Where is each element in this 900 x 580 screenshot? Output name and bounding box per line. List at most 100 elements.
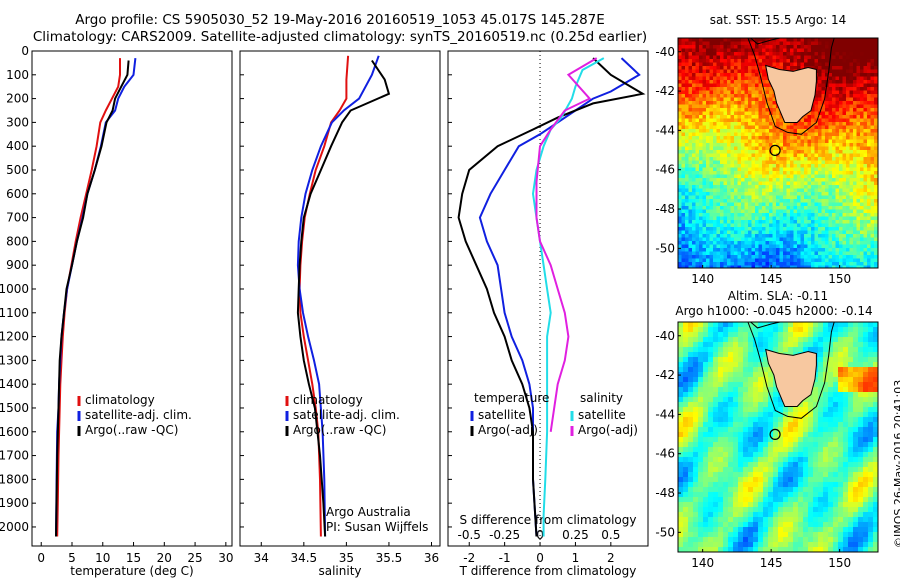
sst-map-cell (695, 45, 700, 50)
sst-map-cell (720, 101, 725, 106)
sst-map-cell (797, 157, 802, 162)
sla-map-cell (763, 342, 769, 348)
sst-map-cell (695, 83, 700, 88)
sst-map-cell (713, 69, 718, 74)
sst-map-cell (727, 62, 732, 67)
sst-map-cell (741, 157, 746, 162)
sst-map-cell (860, 45, 865, 50)
sst-map-cell (818, 66, 823, 71)
sla-map-cell (778, 522, 784, 528)
sst-map-cell (849, 122, 854, 127)
sla-map-cell (758, 342, 764, 348)
sla-map-cell (703, 462, 709, 468)
sst-map-cell (849, 209, 854, 214)
sst-map-cell (835, 202, 840, 207)
sst-map-cell (860, 62, 865, 67)
sst-map-cell (814, 265, 819, 268)
sst-map-cell (783, 136, 788, 141)
sla-map-cell (678, 327, 684, 333)
sst-map-cell (835, 230, 840, 235)
sst-map-cell (863, 62, 868, 67)
sst-map-cell (786, 202, 791, 207)
sst-map-cell (720, 69, 725, 74)
sla-map-cell (758, 537, 764, 543)
sst-map-cell (863, 146, 868, 151)
sst-map-cell (860, 97, 865, 102)
sst-map-cell (828, 244, 833, 249)
sla-map-cell (768, 387, 774, 393)
sst-map-cell (800, 164, 805, 169)
sst-map-cell (804, 213, 809, 218)
sst-map-cell (720, 199, 725, 204)
sst-map-cell (786, 136, 791, 141)
sst-map-cell (846, 97, 851, 102)
sst-map-cell (706, 234, 711, 239)
sst-map-cell (825, 164, 830, 169)
sst-map-cell (779, 45, 784, 50)
sst-map-cell (702, 181, 707, 186)
sst-map-cell (706, 153, 711, 158)
sla-map-cell (708, 502, 714, 508)
sst-map-cell (769, 157, 774, 162)
sst-map-cell (688, 174, 693, 179)
sla-map-cell (693, 382, 699, 388)
sst-map-cell (867, 199, 872, 204)
sst-map-cell (741, 199, 746, 204)
sla-map-cell (683, 452, 689, 458)
sla-map-cell (723, 392, 729, 398)
sst-map-cell (730, 237, 735, 242)
sst-map-cell (755, 220, 760, 225)
sst-map-cell (874, 136, 878, 141)
sst-map-cell (853, 230, 858, 235)
sst-map-cell (741, 174, 746, 179)
sla-map-cell (748, 497, 754, 503)
sst-map-cell (832, 132, 837, 137)
sla-map-cell (718, 322, 724, 328)
sst-map-cell (685, 115, 690, 120)
sst-map-cell (849, 69, 854, 74)
sst-map-cell (716, 157, 721, 162)
sst-map-cell (702, 101, 707, 106)
sst-map-cell (839, 66, 844, 71)
sla-map-cell (718, 452, 724, 458)
sst-map-cell (874, 258, 878, 263)
sst-map-cell (867, 132, 872, 137)
sst-map-cell (842, 52, 847, 57)
sst-map-cell (849, 87, 854, 92)
sst-map-cell (832, 164, 837, 169)
sst-map-cell (842, 87, 847, 92)
sst-map-cell (702, 122, 707, 127)
sst-map-cell (681, 90, 686, 95)
sst-map-cell (811, 192, 816, 197)
sst-map-cell (839, 188, 844, 193)
sla-map-cell (698, 472, 704, 478)
sla-map-cell (753, 422, 759, 428)
sla-map-cell (778, 342, 784, 348)
sst-map-cell (776, 139, 781, 144)
sla-map-cell (768, 462, 774, 468)
sst-map-cell (748, 167, 753, 172)
sst-map-cell (779, 150, 784, 155)
sla-map-cell (743, 517, 749, 523)
sst-map-cell (706, 118, 711, 123)
sst-map-cell (867, 188, 872, 193)
sst-map-cell (727, 248, 732, 253)
sst-map-cell (709, 62, 714, 67)
sst-map-cell (751, 139, 756, 144)
sla-map-cell (723, 327, 729, 333)
sst-map-cell (762, 38, 767, 43)
sst-map-cell (839, 258, 844, 263)
sst-map-cell (807, 122, 812, 127)
sla-map-cell (773, 512, 779, 518)
sla-map-cell (713, 532, 719, 538)
sst-map-cell (727, 227, 732, 232)
sst-map-cell (734, 199, 739, 204)
sst-map-cell (727, 118, 732, 123)
sla-map-cell (703, 397, 709, 403)
sst-map-cell (797, 153, 802, 158)
sla-map-cell (693, 402, 699, 408)
sla-map-cell (738, 392, 744, 398)
sst-map-cell (846, 150, 851, 155)
sst-map-cell (685, 216, 690, 221)
sst-map-cell (692, 220, 697, 225)
